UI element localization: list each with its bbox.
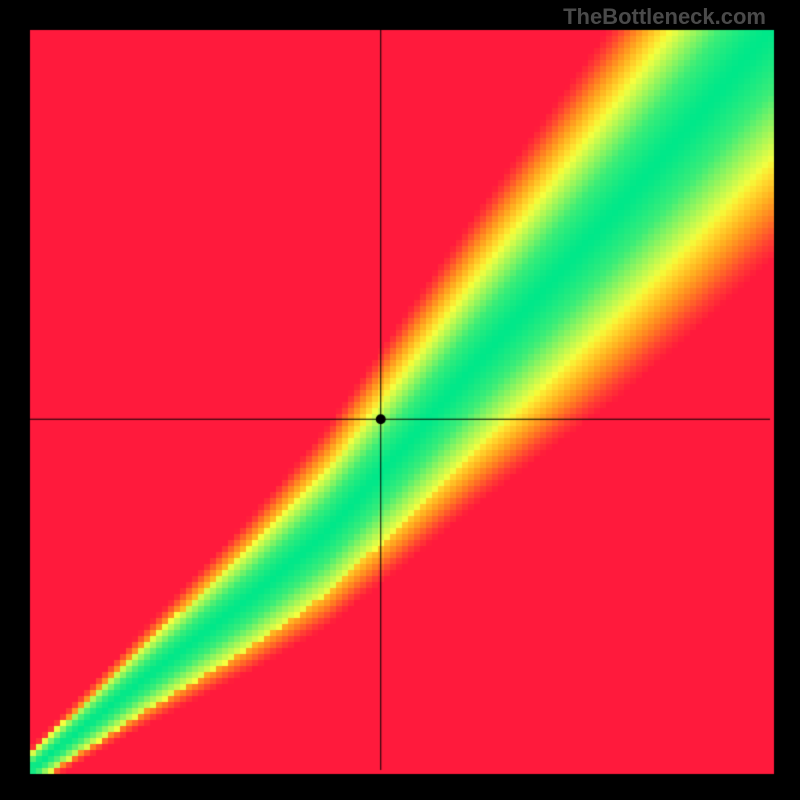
chart-container: TheBottleneck.com: [0, 0, 800, 800]
watermark-text: TheBottleneck.com: [563, 4, 766, 30]
bottleneck-heatmap: [0, 0, 800, 800]
